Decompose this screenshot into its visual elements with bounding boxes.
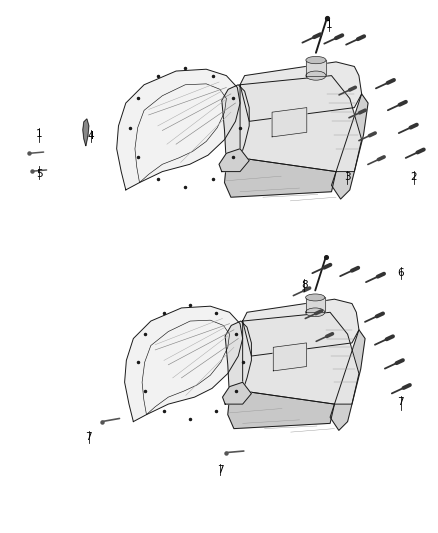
- Polygon shape: [330, 330, 365, 430]
- Polygon shape: [225, 158, 336, 197]
- Polygon shape: [272, 108, 307, 137]
- Polygon shape: [223, 382, 251, 404]
- Polygon shape: [219, 149, 249, 172]
- Ellipse shape: [306, 56, 326, 64]
- Polygon shape: [240, 76, 362, 172]
- Polygon shape: [225, 321, 251, 397]
- Polygon shape: [273, 343, 307, 371]
- Polygon shape: [124, 306, 243, 422]
- Ellipse shape: [306, 294, 325, 301]
- Polygon shape: [306, 60, 326, 76]
- Polygon shape: [222, 85, 249, 164]
- Polygon shape: [306, 297, 325, 312]
- Text: 7: 7: [398, 397, 404, 407]
- Polygon shape: [83, 119, 89, 146]
- Polygon shape: [243, 299, 359, 356]
- Polygon shape: [117, 69, 240, 190]
- Polygon shape: [243, 312, 359, 404]
- Text: 1: 1: [36, 129, 42, 139]
- Text: 7: 7: [217, 465, 223, 475]
- Polygon shape: [332, 94, 368, 199]
- Polygon shape: [240, 62, 362, 122]
- Polygon shape: [228, 391, 335, 429]
- Text: 6: 6: [398, 268, 404, 278]
- Text: 5: 5: [36, 168, 42, 179]
- Text: 8: 8: [301, 280, 308, 290]
- Ellipse shape: [306, 71, 326, 80]
- Text: 1: 1: [326, 20, 332, 29]
- Ellipse shape: [306, 308, 325, 317]
- Text: 7: 7: [85, 432, 92, 442]
- Text: 2: 2: [410, 172, 417, 182]
- Text: 3: 3: [344, 172, 350, 182]
- Text: 4: 4: [88, 131, 94, 141]
